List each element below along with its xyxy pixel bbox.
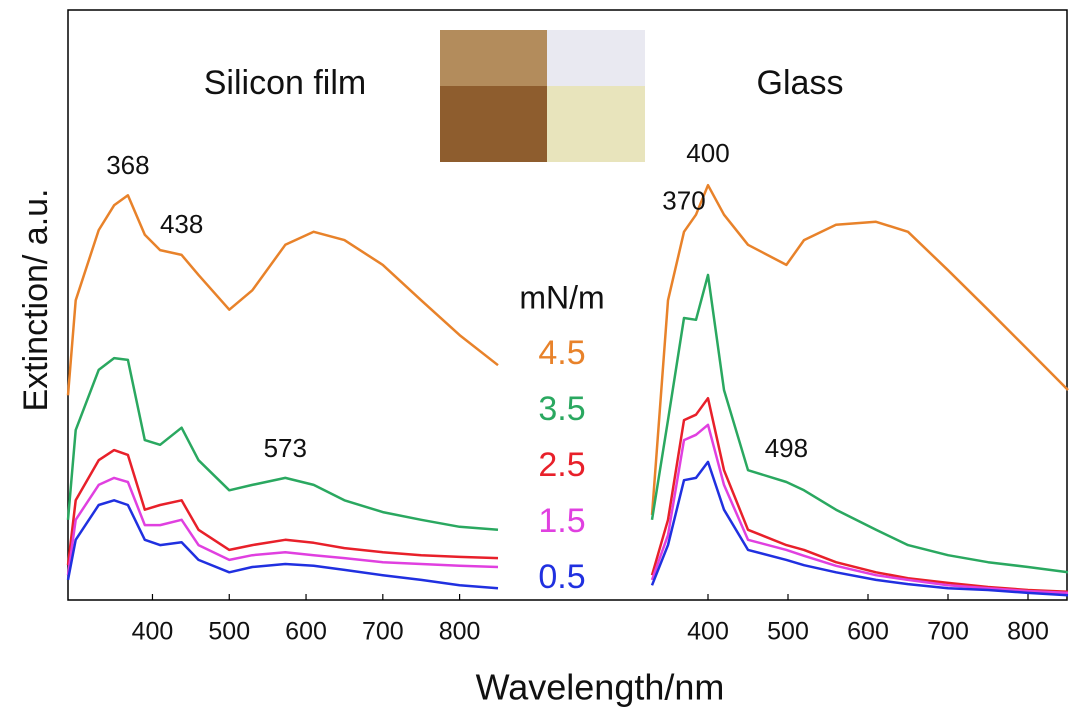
series-line <box>66 194 499 396</box>
x-tick-label: 600 <box>847 618 889 646</box>
panel-title: Silicon film <box>204 64 366 102</box>
legend-entry: 3.5 <box>538 390 585 428</box>
x-tick-label: 800 <box>439 618 481 646</box>
x-tick-label: 400 <box>687 618 729 646</box>
x-tick-label: 700 <box>927 618 969 646</box>
x-tick-label: 700 <box>362 618 404 646</box>
peak-label: 368 <box>106 150 149 180</box>
photo-tile <box>547 86 645 162</box>
peak-label: 438 <box>160 209 203 239</box>
inset-photo <box>440 30 645 162</box>
legend-title: mN/m <box>519 279 604 315</box>
peak-label: 370 <box>662 185 705 215</box>
legend-entry: 1.5 <box>538 502 585 540</box>
series-line <box>66 476 499 576</box>
series-line <box>650 183 1069 516</box>
photo-tile <box>440 30 547 86</box>
series-line <box>650 460 1069 597</box>
x-tick-label: 600 <box>285 618 327 646</box>
peak-label: 498 <box>765 433 808 463</box>
legend-entry: 2.5 <box>538 446 585 484</box>
series-line <box>66 448 499 566</box>
series-line <box>650 273 1069 574</box>
series-line <box>650 396 1069 593</box>
y-axis-label: Extinction/ a.u. <box>17 188 55 411</box>
peak-label: 400 <box>686 138 729 168</box>
panel-title: Glass <box>757 64 844 102</box>
plot-frame <box>67 9 1068 601</box>
x-tick-label: 400 <box>132 618 174 646</box>
legend-entry: 4.5 <box>538 334 585 372</box>
x-tick-label: 800 <box>1007 618 1049 646</box>
x-tick-label: 500 <box>208 618 250 646</box>
series-line <box>66 356 499 532</box>
photo-tile <box>440 86 547 162</box>
series-line <box>650 423 1069 595</box>
peak-label: 573 <box>264 433 307 463</box>
photo-tile <box>547 30 645 86</box>
series-line <box>66 499 499 590</box>
x-axis-label: Wavelength/nm <box>476 667 725 708</box>
legend-entry: 0.5 <box>538 558 585 596</box>
x-tick-label: 500 <box>767 618 809 646</box>
